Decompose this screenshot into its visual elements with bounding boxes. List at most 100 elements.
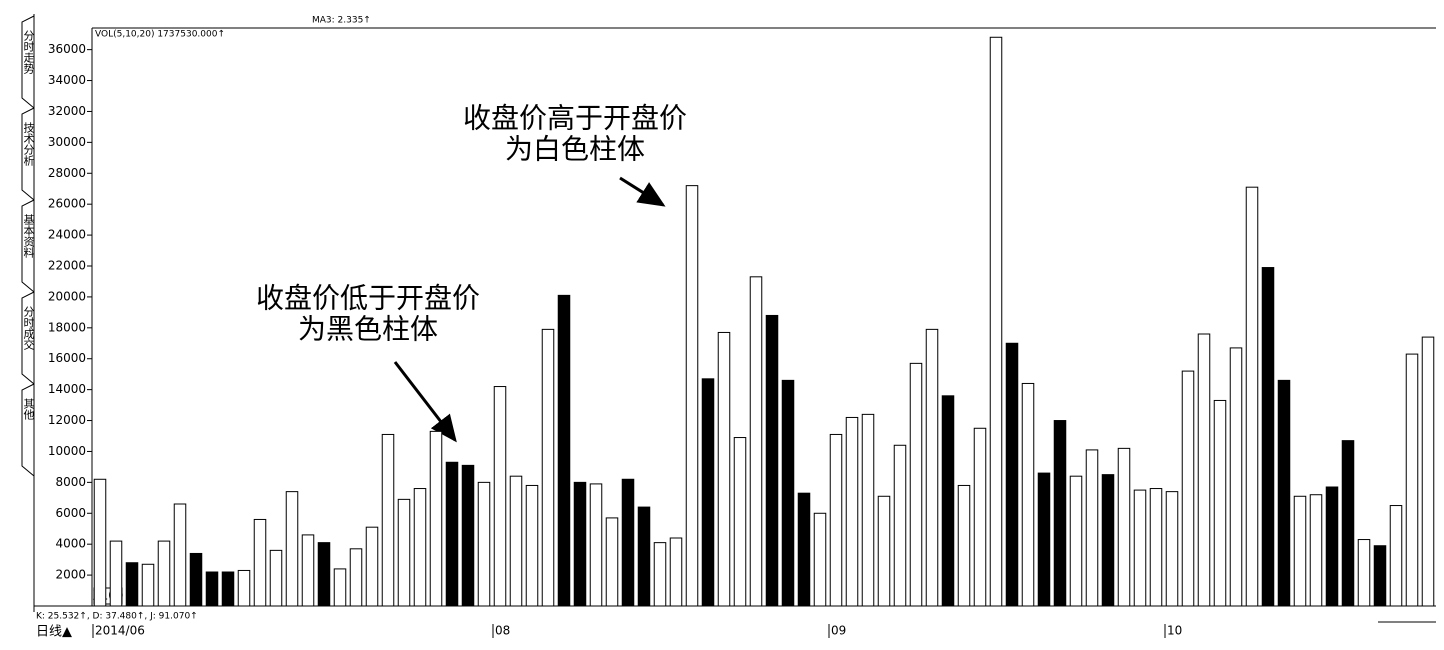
tab[interactable] [21,15,35,109]
bar [1149,488,1163,607]
y-tick-label: 32000 [48,104,86,118]
tab-label[interactable]: 其他 [22,398,35,420]
y-tick-label: 36000 [48,42,86,56]
tab[interactable] [21,291,35,385]
y-tick-label: 14000 [48,382,86,396]
bar [845,416,859,607]
annotation: 收盘价低于开盘价 [256,282,480,315]
tab-label[interactable]: 技术分析 [22,122,35,167]
bar [1229,347,1243,607]
bar [813,512,827,607]
bar [317,542,331,607]
bar [1357,539,1371,607]
bar [717,331,731,607]
x-tick-label: 09 [831,624,846,638]
bar [589,483,603,607]
y-tick-label: 12000 [48,413,86,427]
bar [125,562,139,607]
y-tick-label: 28000 [48,166,86,180]
bar [1101,474,1115,607]
x-tick-label: 2014/06 [95,624,145,638]
tab[interactable] [21,199,35,293]
tab-label[interactable]: 分时走势 [22,30,35,74]
bar [669,537,683,607]
y-tick-label: 16000 [48,351,86,365]
bar [93,478,107,607]
bar [413,488,427,607]
bar [1165,491,1179,607]
bar [461,464,475,607]
bar [573,481,587,607]
y-tick-label: 6000 [55,506,86,520]
bar [1133,489,1147,607]
y-tick-label: 4000 [55,537,86,551]
bar [637,506,651,607]
bar [429,430,443,607]
bar [525,484,539,607]
bar [285,491,299,607]
bar [541,328,555,607]
bar [877,495,891,607]
y-tick-label: 22000 [48,259,86,273]
bar [685,185,699,607]
bar [1005,342,1019,607]
arrow [619,176,666,207]
y-tick-label: 10000 [48,444,86,458]
bar [1325,486,1339,607]
bar [445,461,459,607]
y-tick-label: 20000 [48,289,86,303]
bar [221,571,235,607]
tab[interactable] [21,383,35,477]
bar [829,433,843,607]
annotation: 为白色柱体 [505,133,645,166]
bar [893,444,907,607]
y-tick-label: 24000 [48,228,86,242]
bar [1261,267,1275,607]
annotation: 为黑色柱体 [298,313,438,346]
x-tick-label: 10 [1167,624,1182,638]
x-tick-label: 08 [495,624,510,638]
y-tick-label: 18000 [48,320,86,334]
y-tick-label: 34000 [48,73,86,87]
y-tick-label: 8000 [55,475,86,489]
bar [509,475,523,607]
bar [781,379,795,607]
bar [733,437,747,607]
bar [749,276,763,607]
bar [1245,186,1259,607]
bar [1341,440,1355,607]
bar [1037,472,1051,607]
bar [1181,370,1195,607]
period-label[interactable]: 日线▲ [36,625,72,640]
annotation: 收盘价高于开盘价 [463,102,687,135]
bar [1053,420,1067,607]
bar [1069,475,1083,607]
bar [253,518,267,607]
bar [957,484,971,607]
bar [621,478,635,607]
tab[interactable] [21,107,35,201]
bar [237,569,251,607]
bar [701,378,715,607]
bar [269,549,283,607]
bar [397,498,411,607]
bar [941,395,955,607]
bar [1277,379,1291,607]
bar [381,433,395,607]
bar [1309,494,1323,607]
bar [301,534,315,607]
bar [157,540,171,607]
tab-label[interactable]: 分时成交 [22,306,35,351]
bar [205,571,219,607]
bar [1405,353,1419,607]
bar [493,386,507,607]
bar [173,503,187,607]
ma-label: MA3: 2.335↑ [312,16,371,26]
bar [653,542,667,607]
bar [333,568,347,607]
bar [349,548,363,607]
bar [365,526,379,607]
tab-label[interactable]: 基本资料 [22,214,35,259]
bar [1197,333,1211,607]
